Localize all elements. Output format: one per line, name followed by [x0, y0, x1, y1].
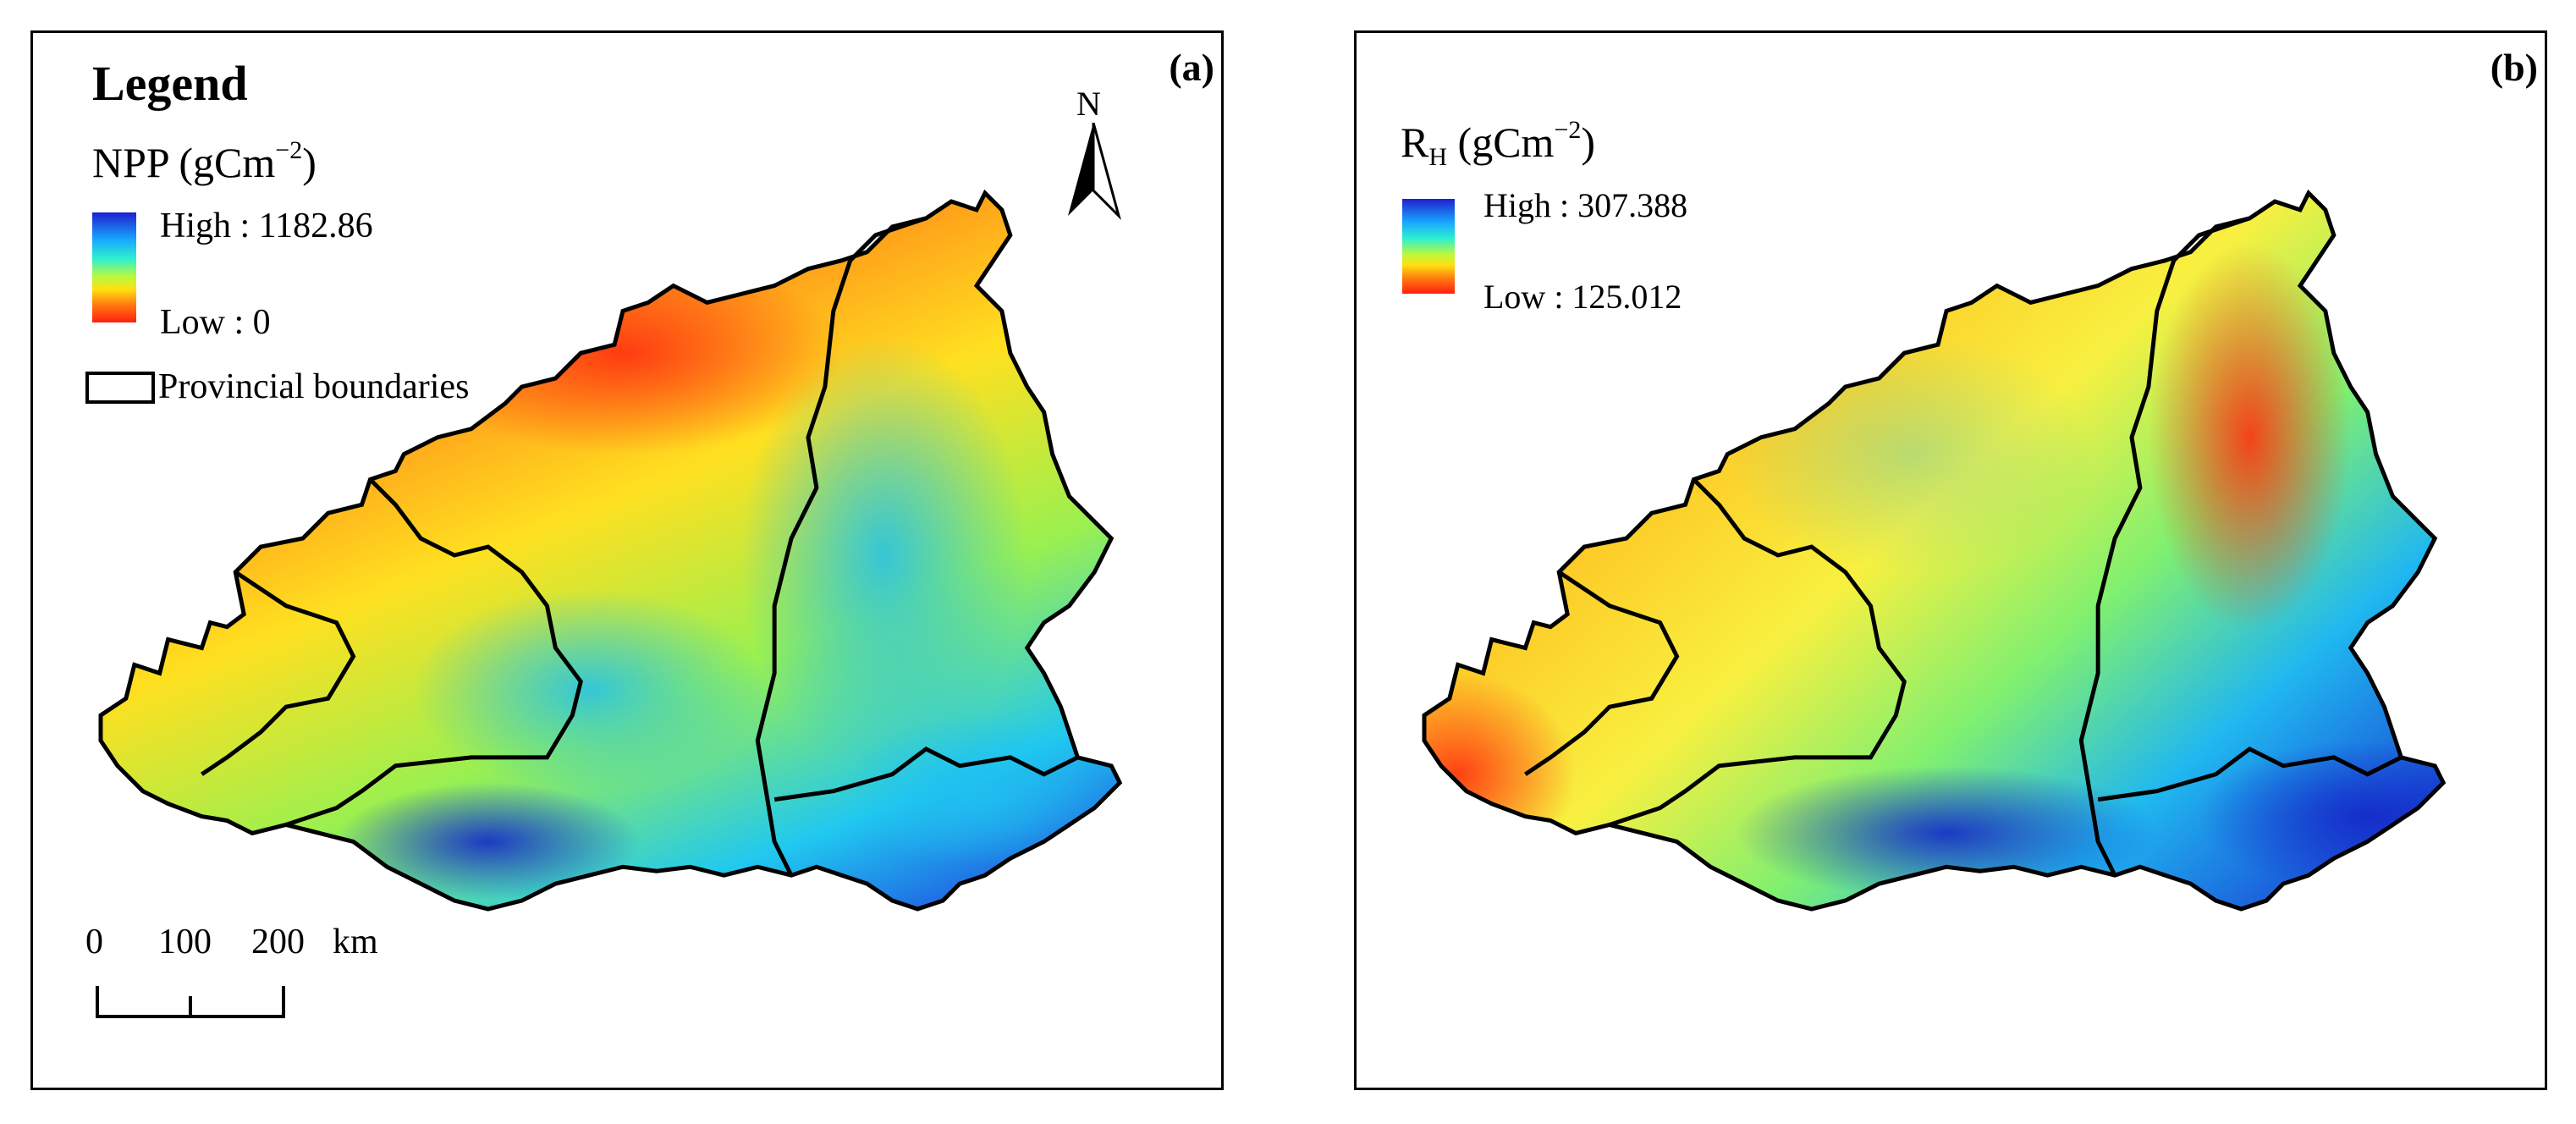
rh-variable-title: RH (gCm−2)	[1401, 116, 1596, 171]
rh-map-graphic	[1357, 33, 2545, 1088]
variable-name: R	[1401, 118, 1429, 166]
scale-unit: km	[333, 923, 378, 961]
npp-color-ramp	[92, 212, 136, 322]
provincial-boundaries	[1524, 216, 2403, 877]
rh-high-label: High : 307.388	[1483, 186, 1688, 224]
variable-subscript: H	[1428, 143, 1448, 171]
npp-variable-title: NPP (gCm−2)	[92, 136, 316, 186]
legend-title: Legend	[92, 56, 248, 111]
boundary-legend-label: Provincial boundaries	[158, 367, 470, 406]
rh-color-ramp	[1402, 199, 1455, 294]
panel-label: (b)	[2490, 46, 2538, 89]
npp-low-label: Low : 0	[160, 303, 271, 342]
scale-tick-0: 0	[85, 923, 103, 961]
panel-a-npp-map: (a) Legend NPP (gCm−2) High : 1182.86 Lo…	[30, 30, 1224, 1090]
variable-unit: gCm	[1472, 118, 1555, 166]
boundary-legend-swatch	[85, 372, 155, 404]
npp-high-label: High : 1182.86	[160, 207, 373, 245]
north-arrow-icon	[1068, 123, 1121, 221]
npp-map-graphic	[33, 33, 1221, 1088]
variable-unit: gCm	[193, 139, 276, 186]
north-arrow-label: N	[1076, 85, 1101, 123]
panel-b-rh-map: (b) RH (gCm−2) High : 307.388 Low : 125.…	[1354, 30, 2547, 1090]
variable-name: NPP	[92, 139, 168, 186]
unit-exponent: −2	[275, 136, 303, 164]
panel-label: (a)	[1169, 46, 1214, 89]
rh-low-label: Low : 125.012	[1483, 278, 1682, 316]
unit-exponent: −2	[1554, 116, 1582, 144]
scale-tick-200: 200	[251, 923, 305, 961]
scale-bar	[96, 986, 285, 1018]
scale-tick-100: 100	[158, 923, 212, 961]
north-arrow: N	[1061, 84, 1129, 221]
provincial-boundaries	[201, 216, 1079, 877]
